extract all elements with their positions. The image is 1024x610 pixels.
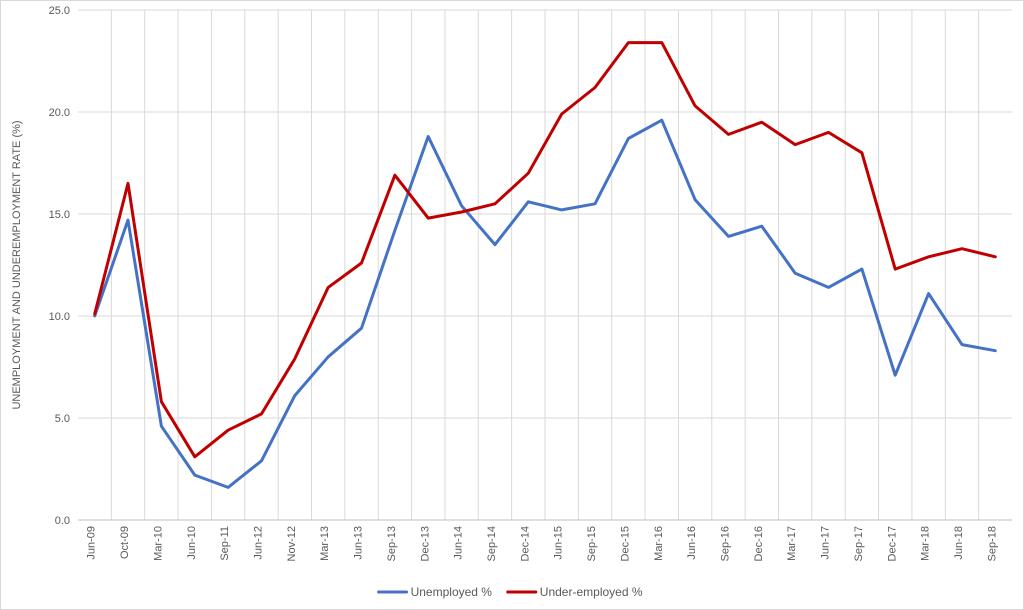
x-tick-label: Sep-15: [586, 526, 598, 561]
x-tick-label: Jun-10: [186, 526, 198, 560]
vertical-gridlines: [111, 10, 978, 520]
y-tick-label: 15.0: [49, 209, 70, 221]
x-tick-label: Dec-13: [419, 526, 431, 561]
x-tick-label: Dec-16: [753, 526, 765, 561]
x-tick-label: Jun-16: [686, 526, 698, 560]
x-tick-label: Mar-13: [319, 526, 331, 561]
legend-label: Unemployed %: [411, 585, 493, 599]
y-tick-label: 5.0: [55, 413, 70, 425]
x-tick-label: Jun-15: [553, 526, 565, 560]
y-tick-label: 20.0: [49, 107, 70, 119]
x-tick-label: Mar-17: [786, 526, 798, 561]
legend: Unemployed % Under-employed %: [379, 585, 643, 599]
y-axis-title: UNEMPLOYMENT AND UNDEREMPLOYMENT RATE (%…: [11, 120, 23, 409]
legend-label: Under-employed %: [540, 585, 643, 599]
x-tick-label: Oct-09: [119, 526, 131, 559]
y-tick-labels: 0.0 5.0 10.0 15.0 20.0 25.0: [49, 5, 70, 527]
x-tick-label: Sep-16: [719, 526, 731, 561]
x-tick-label: Sep-13: [386, 526, 398, 561]
chart-svg: 0.0 5.0 10.0 15.0 20.0 25.0 Jun-09 Oct-09 Mar-10…: [0, 0, 1024, 610]
x-tick-label: Sep-18: [986, 526, 998, 561]
x-tick-label: Dec-17: [886, 526, 898, 561]
x-tick-label: Jun-17: [820, 526, 832, 560]
x-tick-label: Mar-10: [152, 526, 164, 561]
employment-chart: 0.0 5.0 10.0 15.0 20.0 25.0 Jun-09 Oct-09 Mar-10…: [0, 0, 1024, 610]
x-tick-label: Dec-15: [619, 526, 631, 561]
x-tick-label: Nov-12: [286, 526, 298, 561]
y-tick-label: 0.0: [55, 515, 70, 527]
x-tick-labels: Jun-09 Oct-09 Mar-10 Jun-10 Sep-11 Jun-12 Nov-…: [86, 526, 999, 561]
x-tick-label: Jun-09: [86, 526, 98, 560]
x-tick-label: Jun-14: [453, 526, 465, 560]
x-tick-label: Jun-18: [953, 526, 965, 560]
x-tick-label: Jun-12: [252, 526, 264, 560]
x-tick-label: Dec-14: [519, 526, 531, 561]
x-tick-label: Mar-16: [653, 526, 665, 561]
x-tick-label: Sep-14: [486, 526, 498, 561]
x-tick-label: Sep-17: [853, 526, 865, 561]
y-tick-label: 25.0: [49, 5, 70, 17]
x-tick-label: Mar-18: [920, 526, 932, 561]
x-tick-label: Sep-11: [219, 526, 231, 561]
x-tick-label: Jun-13: [353, 526, 365, 560]
y-tick-label: 10.0: [49, 311, 70, 323]
